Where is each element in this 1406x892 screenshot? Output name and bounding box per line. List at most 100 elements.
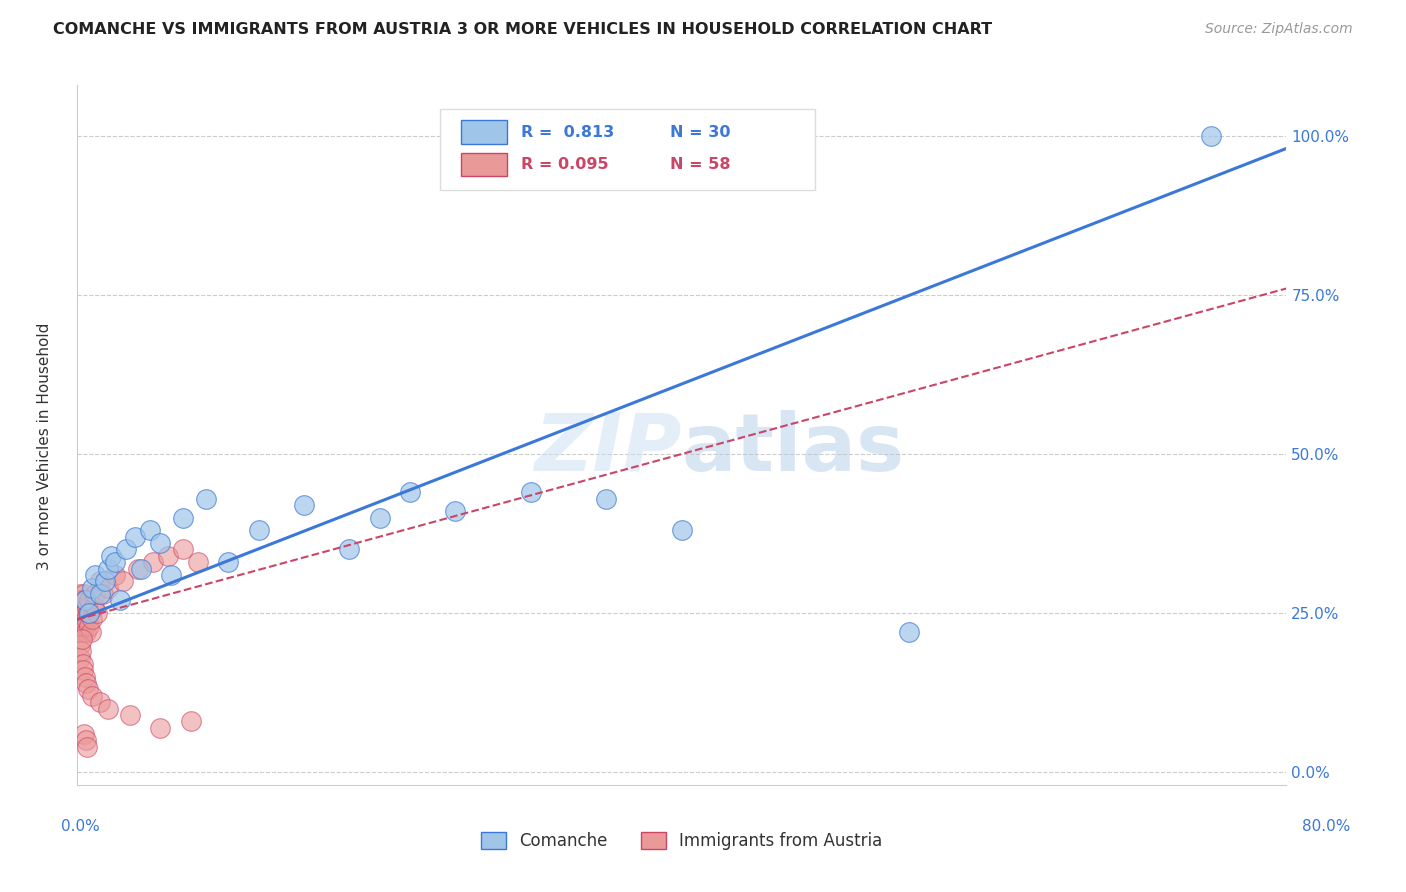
Point <box>73 587 96 601</box>
Point <box>67 612 90 626</box>
Point <box>73 670 96 684</box>
Point <box>73 593 96 607</box>
Point <box>89 587 111 601</box>
Point <box>69 587 91 601</box>
Point <box>82 612 104 626</box>
Point <box>75 612 97 626</box>
Point <box>72 657 94 671</box>
Point <box>86 606 108 620</box>
Text: ZIP: ZIP <box>534 409 682 488</box>
Point <box>93 574 115 589</box>
Point <box>520 485 543 500</box>
Text: Source: ZipAtlas.com: Source: ZipAtlas.com <box>1205 22 1353 37</box>
Point <box>111 574 134 589</box>
Point <box>89 695 111 709</box>
Point <box>69 638 91 652</box>
Bar <box>461 120 506 145</box>
Text: R = 0.095: R = 0.095 <box>522 157 609 172</box>
Point <box>96 701 118 715</box>
Text: N = 30: N = 30 <box>669 125 730 140</box>
Point <box>89 574 111 589</box>
Point <box>79 593 101 607</box>
Point <box>70 644 93 658</box>
Point <box>149 536 172 550</box>
Point <box>139 524 162 538</box>
Point <box>72 625 94 640</box>
Point <box>69 612 91 626</box>
Point <box>172 510 194 524</box>
Point <box>114 542 136 557</box>
Point <box>70 606 93 620</box>
Point <box>671 524 693 538</box>
Point <box>75 625 97 640</box>
Point <box>172 542 194 557</box>
Point <box>127 561 149 575</box>
Point <box>100 549 122 563</box>
Point <box>82 689 104 703</box>
Point <box>67 619 90 633</box>
Point <box>104 568 127 582</box>
Point <box>91 587 114 601</box>
Point <box>129 561 152 575</box>
Point <box>76 739 98 754</box>
Point <box>77 619 100 633</box>
Text: N = 58: N = 58 <box>669 157 730 172</box>
Point <box>160 568 183 582</box>
Point <box>368 510 391 524</box>
Point <box>79 606 101 620</box>
Point <box>218 555 240 569</box>
Point <box>96 561 118 575</box>
Point <box>73 606 96 620</box>
Point <box>292 498 315 512</box>
Point <box>444 504 467 518</box>
Text: 3 or more Vehicles in Household: 3 or more Vehicles in Household <box>38 322 52 570</box>
Point <box>72 664 94 678</box>
Point <box>339 542 360 557</box>
Text: COMANCHE VS IMMIGRANTS FROM AUSTRIA 3 OR MORE VEHICLES IN HOUSEHOLD CORRELATION : COMANCHE VS IMMIGRANTS FROM AUSTRIA 3 OR… <box>53 22 993 37</box>
Point <box>83 599 105 614</box>
Point <box>180 714 202 729</box>
Point <box>142 555 165 569</box>
Point <box>120 708 142 723</box>
Point <box>67 606 90 620</box>
Point <box>187 555 209 569</box>
Point <box>69 593 91 607</box>
Point <box>194 491 217 506</box>
Point <box>72 599 94 614</box>
Point <box>84 568 107 582</box>
FancyBboxPatch shape <box>440 109 815 190</box>
Point <box>72 612 94 626</box>
Point <box>1199 128 1222 143</box>
Point <box>104 555 127 569</box>
Point <box>82 581 104 595</box>
Bar <box>461 153 506 177</box>
Point <box>75 733 97 747</box>
Point <box>73 593 96 607</box>
Point <box>149 721 172 735</box>
Point <box>96 581 118 595</box>
Point <box>75 676 97 690</box>
Point <box>73 619 96 633</box>
Point <box>108 593 131 607</box>
Point <box>247 524 270 538</box>
Point <box>157 549 180 563</box>
Point <box>70 599 93 614</box>
Point <box>124 530 146 544</box>
Text: 0.0%: 0.0% <box>60 820 100 834</box>
Text: atlas: atlas <box>682 409 905 488</box>
Legend: Comanche, Immigrants from Austria: Comanche, Immigrants from Austria <box>474 826 890 857</box>
Point <box>897 625 920 640</box>
Point <box>77 606 100 620</box>
Point <box>70 632 93 646</box>
Point <box>80 625 103 640</box>
Point <box>70 593 93 607</box>
Point <box>76 599 98 614</box>
Point <box>399 485 422 500</box>
Point <box>67 599 90 614</box>
Text: R =  0.813: R = 0.813 <box>522 125 614 140</box>
Point <box>69 625 91 640</box>
Point <box>70 619 93 633</box>
Point <box>77 682 100 697</box>
Point <box>69 650 91 665</box>
Point <box>595 491 617 506</box>
